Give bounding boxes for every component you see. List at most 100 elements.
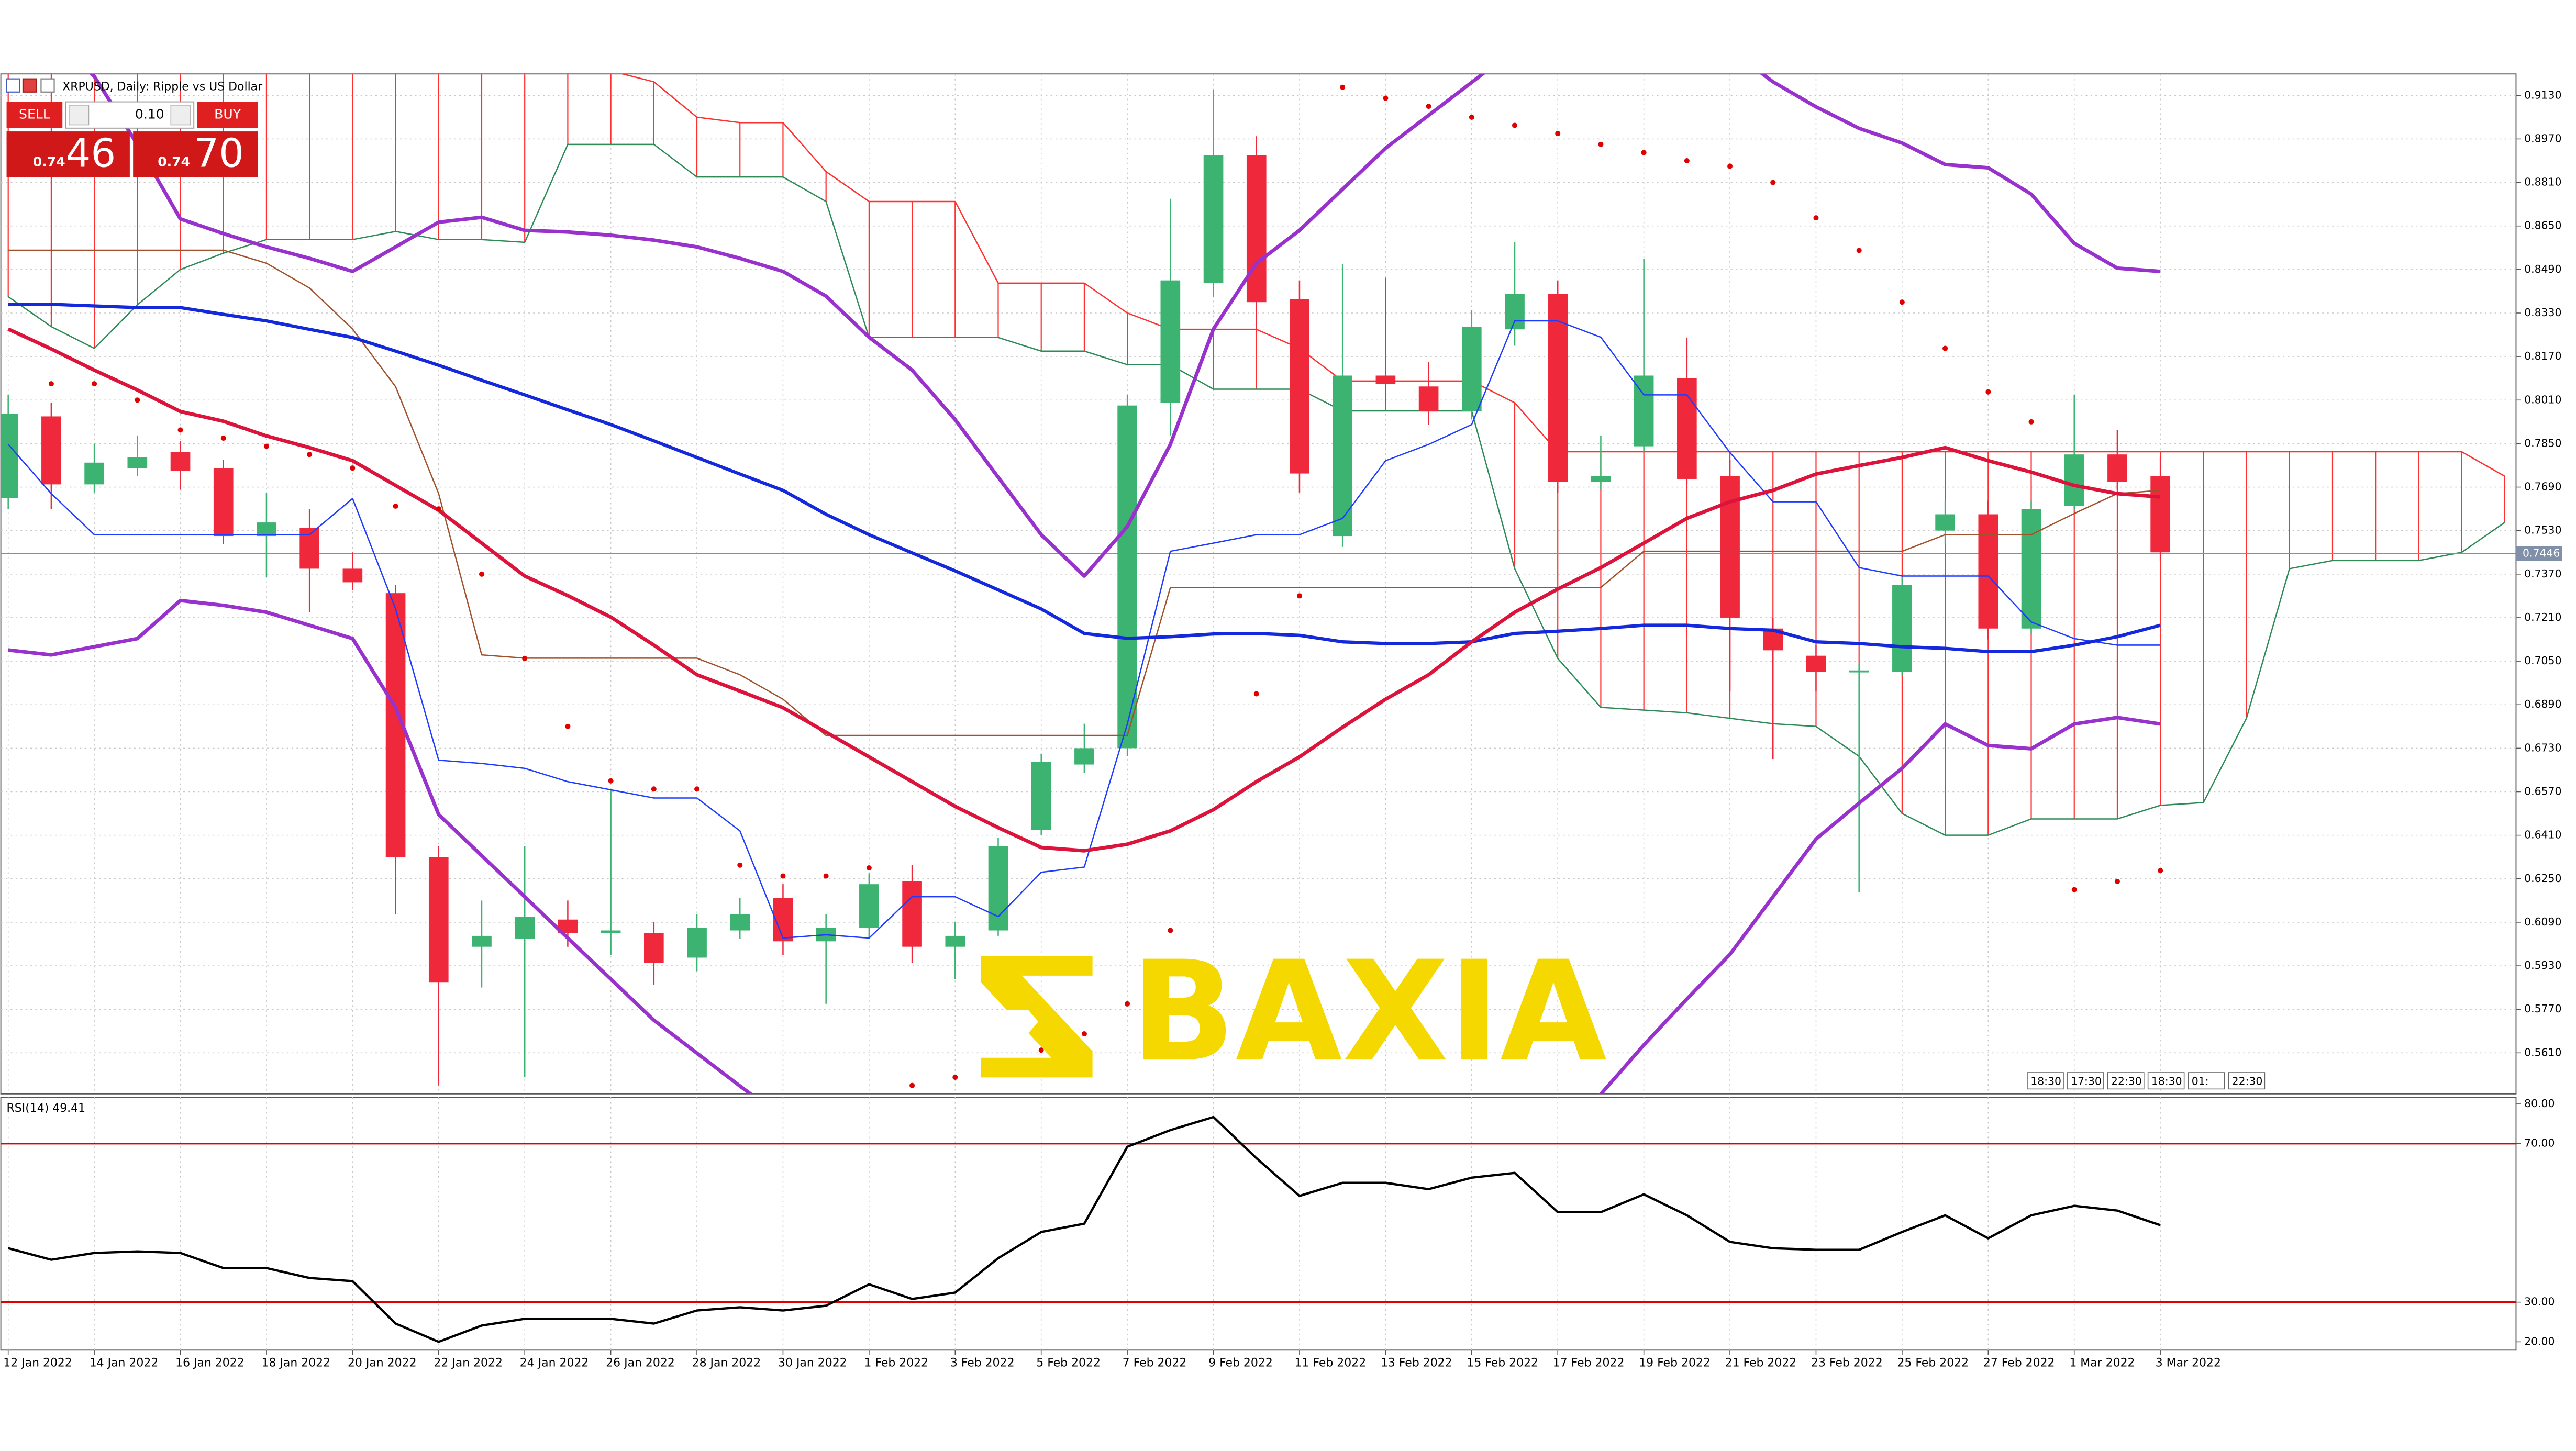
y-tick-label: 0.7530 [2524,524,2561,537]
candle-body [1418,386,1439,411]
ask-box[interactable] [133,131,258,177]
indicator-line [89,74,2161,578]
candle-body [472,935,492,947]
x-tick-label: 20 Jan 2022 [348,1356,417,1369]
candle-body [1806,655,1826,672]
sar-dot [1469,114,1474,120]
symbol-title: XRPUSD, Daily: Ripple vs US Dollar [62,80,263,93]
icon-window[interactable] [6,78,20,93]
candle-body [2107,454,2127,482]
y-tick-label: 0.8010 [2524,393,2561,406]
x-tick-label: 13 Feb 2022 [1381,1356,1452,1369]
sar-dot [1125,1001,1130,1007]
y-tick-label: 0.5930 [2524,959,2561,972]
x-tick-label: 21 Feb 2022 [1725,1356,1797,1369]
indicator-line [8,303,2161,654]
watermark-logo [981,956,1093,1078]
time-label-box [2188,1072,2225,1090]
y-tick-label: 0.6730 [2524,741,2561,754]
time-label: 18:30 [2151,1075,2182,1087]
ask-price-prefix: 0.74 [158,154,190,170]
sar-dot [1684,158,1690,164]
sar-dot [1942,345,1948,351]
x-tick-label: 18 Jan 2022 [262,1356,331,1369]
indicator-line [7,327,2161,853]
candle-body [1720,476,1740,618]
sar-dot [307,452,313,457]
time-label: 01: [2192,1075,2209,1087]
indicator-line [7,320,2161,939]
sar-dot [1641,150,1647,155]
sar-dot [350,465,356,471]
sar-dot [1296,593,1302,599]
buy-button[interactable] [197,102,258,128]
sar-dot [1555,131,1561,137]
volume-down[interactable] [69,105,90,126]
buy-label: BUY [214,107,241,122]
sar-dot [1340,84,1346,90]
candle-body [428,857,449,983]
candle-body [1505,294,1525,330]
x-tick-label: 24 Jan 2022 [520,1356,589,1369]
candle-body [41,416,61,485]
y-tick-label: 0.6890 [2524,698,2561,710]
y-tick-label: 70.00 [2524,1137,2555,1149]
sar-dot [909,1082,915,1088]
candle-body [902,881,922,947]
sar-dot [2158,868,2163,874]
sell-button[interactable] [6,102,63,128]
x-tick-label: 9 Feb 2022 [1208,1356,1273,1369]
candle-body [1290,299,1309,474]
sar-dot [1512,122,1518,128]
sar-dot [1899,299,1905,305]
sar-dot [1426,104,1431,109]
time-label-box [2107,1072,2145,1090]
y-tick-label: 0.8650 [2524,219,2561,232]
main-plot [1,74,2516,1094]
x-tick-label: 30 Jan 2022 [778,1356,847,1369]
icon-bars[interactable] [40,78,55,93]
sar-dot [2028,419,2034,425]
sar-dot [565,723,571,729]
candle-body [1892,585,1912,672]
candle-body [1849,670,1869,673]
y-tick-label: 0.8490 [2524,263,2561,275]
sar-dot [1038,1047,1044,1053]
sar-dot [177,427,183,433]
candle-body [1246,155,1267,303]
x-tick-label: 28 Jan 2022 [692,1356,761,1369]
candle-body [687,928,707,958]
trade-panel: SELL 0.10 BUY 0.74 46 0.74 70 [6,101,258,177]
volume-value[interactable]: 0.10 [135,107,164,122]
sar-dot [1383,95,1389,101]
sar-dot [694,786,700,792]
y-tick-label: 0.8810 [2524,176,2561,188]
x-tick-label: 26 Jan 2022 [606,1356,675,1369]
ask-price-pips: 70 [194,130,244,176]
axes-layer: 12 Jan 2022 14 Jan 2022 16 Jan 2022 18 Jan … [3,88,2562,1369]
sar-dot [220,435,226,441]
sar-dot [952,1075,958,1080]
x-tick-label: 14 Jan 2022 [90,1356,159,1369]
y-tick-label: 0.7370 [2524,567,2561,580]
bid-box[interactable] [6,131,130,177]
time-label: 18:30 [2030,1075,2061,1087]
chart-header: XRPUSD, Daily: Ripple vs US Dollar [6,78,263,93]
y-tick-label: 0.7850 [2524,437,2561,449]
candle-body [1591,476,1611,482]
y-tick-label: 0.8170 [2524,350,2561,362]
volume-up[interactable] [170,105,191,126]
time-label-box [2147,1072,2185,1090]
candle-body [2150,476,2170,553]
candle-body [1333,375,1352,537]
bid-price-prefix: 0.74 [33,154,65,170]
candle-body [859,884,879,928]
candle-body [1935,514,1955,531]
sar-dot [1856,248,1862,253]
candle-body [1548,294,1568,482]
sar-dot [1770,180,1776,185]
sar-dot [1985,389,1991,395]
icon-chart[interactable] [22,78,37,93]
y-tick-label: 0.5770 [2524,1002,2561,1015]
candle-body [127,457,148,468]
